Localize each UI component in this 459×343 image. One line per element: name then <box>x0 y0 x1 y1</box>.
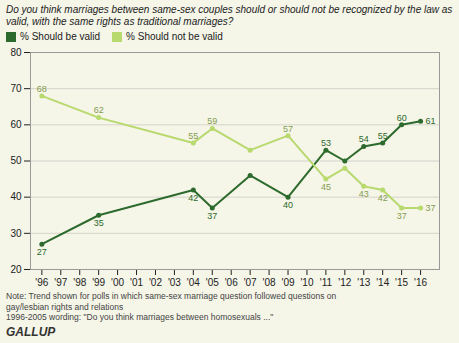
html-text:Do you think marriages between: Do you think marriages between same-sex … <box>6 4 453 27</box>
svg-text:'98: '98 <box>73 277 86 288</box>
html-text:gay/lesbian rights and relatio: gay/lesbian rights and relations <box>6 301 124 312</box>
svg-text:80: 80 <box>10 47 22 58</box>
svg-text:68: 68 <box>37 84 47 94</box>
svg-text:55: 55 <box>188 131 198 141</box>
svg-text:60: 60 <box>397 113 407 123</box>
svg-text:59: 59 <box>207 116 217 126</box>
svg-text:70: 70 <box>10 83 22 94</box>
svg-text:'99: '99 <box>92 277 105 288</box>
svg-text:61: 61 <box>426 116 436 126</box>
svg-text:'09: '09 <box>281 277 294 288</box>
svg-text:37: 37 <box>397 211 407 221</box>
svg-text:37: 37 <box>207 211 217 221</box>
svg-text:'13: '13 <box>357 277 370 288</box>
html-text:% Should be valid: % Should be valid <box>20 31 101 42</box>
html-text:% Should not be valid: % Should not be valid <box>126 31 223 42</box>
svg-text:'00: '00 <box>111 277 124 288</box>
svg-text:57: 57 <box>283 124 293 134</box>
svg-text:'02: '02 <box>149 277 162 288</box>
svg-text:43: 43 <box>359 189 369 199</box>
svg-text:50: 50 <box>10 155 22 166</box>
svg-text:27: 27 <box>37 247 47 257</box>
html-text:GALLUP: GALLUP <box>6 324 56 339</box>
svg-text:'06: '06 <box>225 277 238 288</box>
svg-text:53: 53 <box>321 138 331 148</box>
svg-text:'97: '97 <box>54 277 67 288</box>
svg-text:'03: '03 <box>168 277 181 288</box>
svg-text:40: 40 <box>283 200 293 210</box>
svg-text:'12: '12 <box>338 277 351 288</box>
svg-text:'07: '07 <box>244 277 257 288</box>
svg-text:'96: '96 <box>35 277 48 288</box>
svg-text:62: 62 <box>94 105 104 115</box>
svg-text:40: 40 <box>10 191 22 202</box>
svg-text:'14: '14 <box>376 277 389 288</box>
svg-text:'10: '10 <box>300 277 313 288</box>
svg-text:'08: '08 <box>263 277 276 288</box>
svg-text:'15: '15 <box>395 277 408 288</box>
svg-text:'01: '01 <box>130 277 143 288</box>
svg-text:42: 42 <box>188 193 198 203</box>
svg-text:'16: '16 <box>414 277 427 288</box>
svg-text:60: 60 <box>10 119 22 130</box>
svg-text:55: 55 <box>378 131 388 141</box>
html-text:Note: Trend shown for polls in: Note: Trend shown for polls in which sam… <box>6 291 337 301</box>
svg-text:30: 30 <box>10 228 22 239</box>
svg-text:'04: '04 <box>187 277 200 288</box>
svg-text:37: 37 <box>426 203 436 213</box>
svg-text:20: 20 <box>10 264 22 275</box>
svg-text:35: 35 <box>94 218 104 228</box>
svg-text:54: 54 <box>359 134 369 144</box>
svg-text:45: 45 <box>321 182 331 192</box>
svg-text:'11: '11 <box>320 277 333 288</box>
svg-text:'05: '05 <box>206 277 219 288</box>
svg-text:42: 42 <box>378 193 388 203</box>
html-text:1996-2005 wording: "Do you thi: 1996-2005 wording: "Do you think marriag… <box>6 312 274 323</box>
